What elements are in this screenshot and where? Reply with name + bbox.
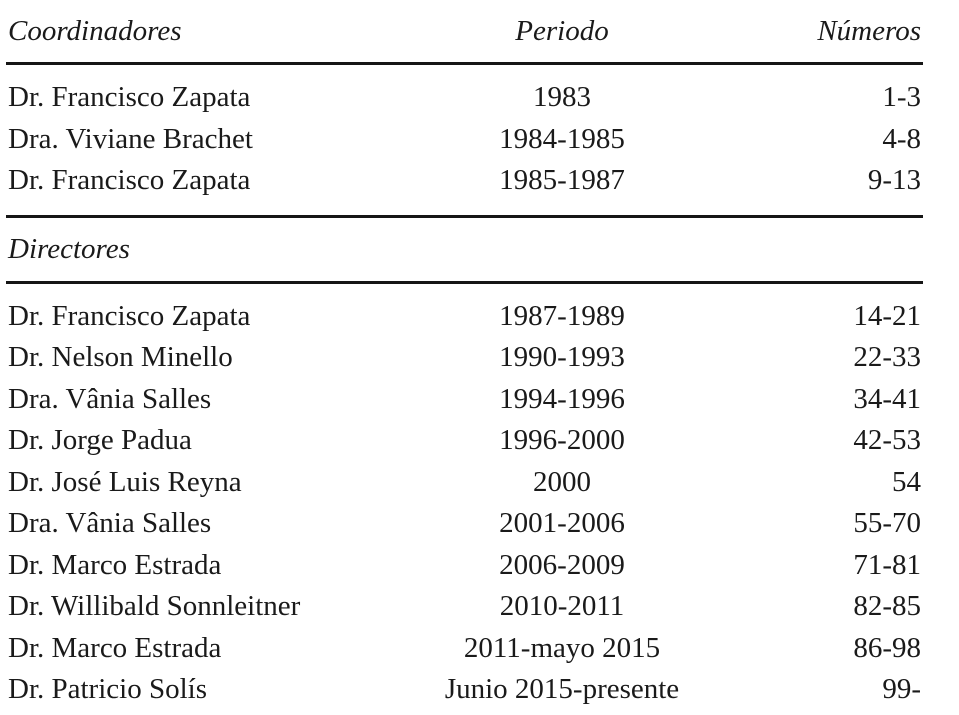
period-value: 1983 (533, 81, 591, 114)
person-name: Dr. Francisco Zapata (8, 299, 251, 332)
table-row: Dr. Marco Estrada 2011-mayo 2015 86-98 (6, 628, 923, 670)
person-name: Dra. Viviane Brachet (8, 122, 253, 155)
person-name: Dr. Francisco Zapata (8, 164, 251, 197)
table-row: Dr. Marco Estrada 2006-2009 71-81 (6, 545, 923, 587)
numbers-value: 14-21 (853, 299, 921, 332)
numbers-value: 9-13 (867, 164, 921, 197)
numbers-value: 99- (882, 673, 921, 706)
table-row: Dra. Vânia Salles 2001-2006 55-70 (6, 503, 923, 545)
table-row: Dr. Francisco Zapata 1985-1987 9-13 (6, 160, 923, 202)
document-table: Coordinadores Periodo Números Dr. Franci… (6, 0, 923, 715)
period-value: 2000 (533, 465, 591, 498)
person-name: Dr. Patricio Solís (8, 673, 207, 706)
period-value: 1990-1993 (499, 341, 625, 374)
period-value: 1996-2000 (499, 424, 625, 457)
table-row: Dr. Francisco Zapata 1987-1989 14-21 (6, 296, 923, 338)
numbers-value: 34-41 (853, 382, 921, 415)
period-value: 2010-2011 (499, 590, 625, 623)
person-name: Dra. Vânia Salles (8, 507, 212, 540)
table-row: Dra. Viviane Brachet 1984-1985 4-8 (6, 119, 923, 161)
table-row: Dr. Nelson Minello 1990-1993 22-33 (6, 337, 923, 379)
period-value: 2011-mayo 2015 (463, 631, 661, 664)
numbers-value: 71-81 (853, 548, 921, 581)
directores-label: Directores (8, 232, 130, 265)
directores-section-header: Directores (6, 218, 923, 284)
table-row: Dr. Francisco Zapata 1983 1-3 (6, 77, 923, 119)
person-name: Dra. Vânia Salles (8, 382, 212, 415)
period-value: 1987-1989 (499, 299, 625, 332)
numbers-value: 55-70 (853, 507, 921, 540)
numbers-value: 42-53 (853, 424, 921, 457)
period-value: 1984-1985 (499, 122, 625, 155)
numbers-value: 1-3 (882, 81, 921, 114)
person-name: Dr. Marco Estrada (8, 548, 222, 581)
table-header-row: Coordinadores Periodo Números (6, 0, 923, 65)
person-name: Dr. Jorge Padua (8, 424, 192, 457)
directores-section: Dr. Francisco Zapata 1987-1989 14-21 Dr.… (6, 284, 923, 715)
numbers-value: 4-8 (882, 122, 921, 155)
table-row: Dr. Patricio Solís Junio 2015-presente 9… (6, 669, 923, 711)
table-row: Dr. Willibald Sonnleitner 2010-2011 82-8… (6, 586, 923, 628)
coordinadores-section: Dr. Francisco Zapata 1983 1-3 Dra. Vivia… (6, 65, 923, 218)
period-value: 2006-2009 (499, 548, 625, 581)
numbers-value: 54 (892, 465, 921, 498)
numbers-value: 22-33 (853, 341, 921, 374)
numbers-value: 86-98 (853, 631, 921, 664)
person-name: Dr. Nelson Minello (8, 341, 233, 374)
numbers-value: 82-85 (853, 590, 921, 623)
person-name: Dr. Willibald Sonnleitner (8, 590, 301, 623)
table-row: Dra. Vânia Salles 1994-1996 34-41 (6, 379, 923, 421)
person-name: Dr. Marco Estrada (8, 631, 222, 664)
table-row: Dr. José Luis Reyna 2000 54 (6, 462, 923, 504)
table-row: Dr. Jorge Padua 1996-2000 42-53 (6, 420, 923, 462)
period-value: 2001-2006 (499, 507, 625, 540)
column-header-numeros: Números (817, 14, 921, 47)
column-header-coordinadores: Coordinadores (8, 14, 182, 47)
column-header-periodo: Periodo (515, 14, 609, 47)
period-value: 1994-1996 (499, 382, 625, 415)
period-value: Junio 2015-presente (444, 673, 680, 706)
person-name: Dr. Francisco Zapata (8, 81, 251, 114)
period-value: 1985-1987 (499, 164, 625, 197)
person-name: Dr. José Luis Reyna (8, 465, 242, 498)
